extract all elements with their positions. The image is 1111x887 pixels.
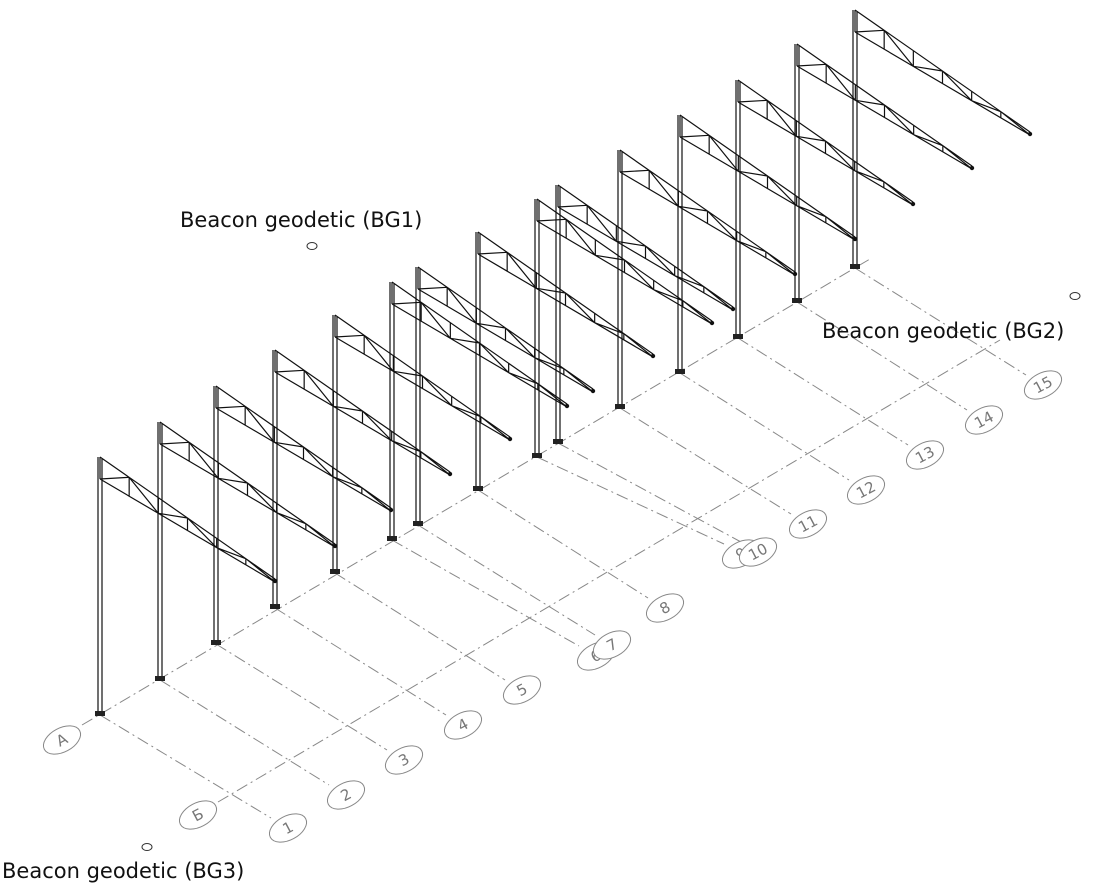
beacon-marker <box>1070 293 1080 300</box>
base-plate <box>387 536 397 541</box>
truss-end <box>591 389 595 393</box>
truss-end <box>911 202 915 206</box>
truss-end <box>565 404 569 408</box>
base-plate <box>95 711 105 716</box>
truss-end <box>970 166 974 170</box>
base-plate <box>155 676 165 681</box>
truss-end <box>1028 132 1032 136</box>
beacon-label: Beacon geodetic (BG2) <box>822 319 1064 343</box>
base-plate <box>675 369 685 374</box>
truss-end <box>731 307 735 311</box>
beacon-label: Beacon geodetic (BG1) <box>180 208 422 232</box>
drawing: AБ123456789101112131415 Beacon geodetic … <box>0 0 1111 887</box>
beacon-label: Beacon geodetic (BG3) <box>2 859 244 883</box>
truss-end <box>710 321 714 325</box>
base-plate <box>473 486 483 491</box>
beacon-marker <box>307 243 317 250</box>
base-plate <box>532 453 542 458</box>
base-plate <box>850 264 860 269</box>
beacon-marker <box>142 844 152 851</box>
base-plate <box>211 640 221 645</box>
base-plate <box>733 334 743 339</box>
base-plate <box>792 298 802 303</box>
base-plate <box>330 569 340 574</box>
truss-end <box>508 437 512 441</box>
base-plate <box>615 404 625 409</box>
base-plate <box>413 521 423 526</box>
truss-end <box>651 354 655 358</box>
base-plate <box>270 604 280 609</box>
truss-end <box>448 472 452 476</box>
base-plate <box>553 439 563 444</box>
